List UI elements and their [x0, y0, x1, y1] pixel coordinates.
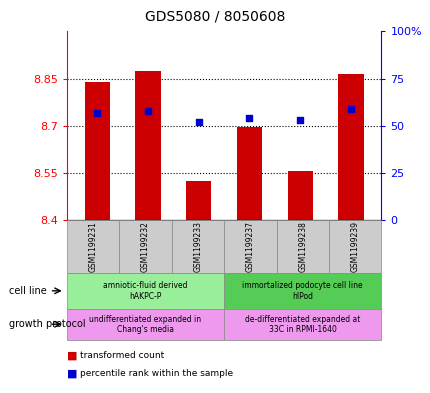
Text: GSM1199233: GSM1199233 — [193, 221, 202, 272]
Point — [246, 115, 252, 121]
Point — [94, 109, 101, 116]
Text: GSM1199231: GSM1199231 — [88, 221, 97, 272]
Bar — [236, 127, 261, 220]
Text: de-differentiated expanded at
33C in RPMI-1640: de-differentiated expanded at 33C in RPM… — [245, 314, 359, 334]
Text: GSM1199232: GSM1199232 — [141, 221, 150, 272]
Text: GSM1199239: GSM1199239 — [350, 221, 359, 272]
Bar — [287, 171, 312, 220]
Text: GSM1199238: GSM1199238 — [298, 221, 307, 272]
Text: cell line: cell line — [9, 286, 46, 296]
Point — [296, 117, 303, 123]
Text: undifferentiated expanded in
Chang's media: undifferentiated expanded in Chang's med… — [89, 314, 201, 334]
Text: amniotic-fluid derived
hAKPC-P: amniotic-fluid derived hAKPC-P — [103, 281, 187, 301]
Point — [347, 106, 353, 112]
Bar — [338, 74, 363, 220]
Text: immortalized podocyte cell line
hIPod: immortalized podocyte cell line hIPod — [242, 281, 362, 301]
Point — [195, 119, 202, 125]
Point — [144, 108, 151, 114]
Text: percentile rank within the sample: percentile rank within the sample — [80, 369, 232, 378]
Bar — [186, 181, 211, 220]
Text: growth protocol: growth protocol — [9, 319, 85, 329]
Text: ■: ■ — [67, 351, 77, 361]
Text: GDS5080 / 8050608: GDS5080 / 8050608 — [145, 10, 285, 24]
Bar — [84, 82, 110, 220]
Text: transformed count: transformed count — [80, 351, 163, 360]
Text: ■: ■ — [67, 368, 77, 378]
Bar — [135, 71, 160, 220]
Text: GSM1199237: GSM1199237 — [245, 221, 254, 272]
